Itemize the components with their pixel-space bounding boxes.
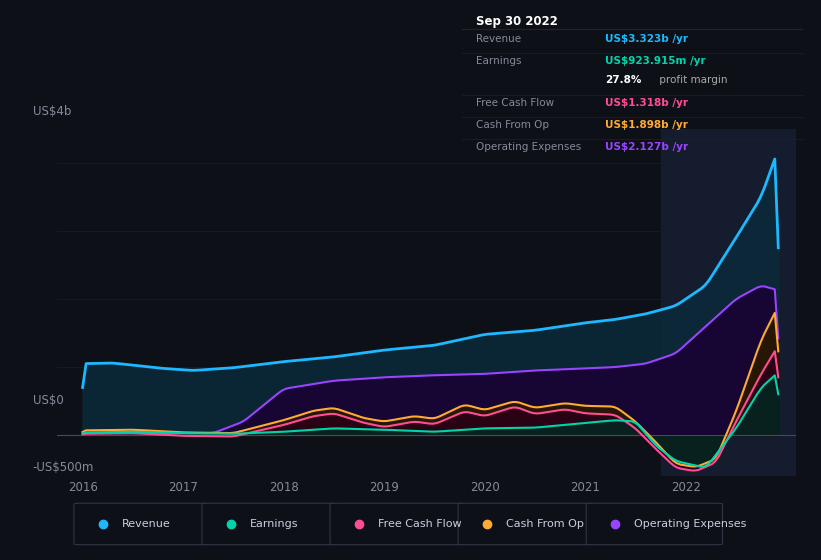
FancyBboxPatch shape bbox=[202, 503, 338, 545]
Text: US$0: US$0 bbox=[33, 394, 63, 407]
Text: Earnings: Earnings bbox=[476, 57, 521, 66]
Text: US$923.915m /yr: US$923.915m /yr bbox=[605, 57, 706, 66]
FancyBboxPatch shape bbox=[586, 503, 722, 545]
Text: US$2.127b /yr: US$2.127b /yr bbox=[605, 142, 689, 152]
FancyBboxPatch shape bbox=[458, 503, 594, 545]
Text: Sep 30 2022: Sep 30 2022 bbox=[476, 15, 557, 28]
Text: Revenue: Revenue bbox=[122, 519, 170, 529]
Text: Revenue: Revenue bbox=[476, 34, 521, 44]
Text: Earnings: Earnings bbox=[250, 519, 298, 529]
Text: Free Cash Flow: Free Cash Flow bbox=[476, 98, 554, 108]
Text: Cash From Op: Cash From Op bbox=[506, 519, 584, 529]
Text: 27.8%: 27.8% bbox=[605, 76, 642, 86]
Text: US$1.318b /yr: US$1.318b /yr bbox=[605, 98, 688, 108]
Text: Operating Expenses: Operating Expenses bbox=[634, 519, 746, 529]
FancyBboxPatch shape bbox=[330, 503, 466, 545]
Text: US$1.898b /yr: US$1.898b /yr bbox=[605, 120, 688, 130]
FancyBboxPatch shape bbox=[74, 503, 210, 545]
Text: Free Cash Flow: Free Cash Flow bbox=[378, 519, 461, 529]
Text: profit margin: profit margin bbox=[657, 76, 728, 86]
Text: Cash From Op: Cash From Op bbox=[476, 120, 549, 130]
Bar bbox=[661, 129, 796, 476]
Text: US$3.323b /yr: US$3.323b /yr bbox=[605, 34, 688, 44]
Text: US$4b: US$4b bbox=[33, 105, 71, 118]
Text: -US$500m: -US$500m bbox=[33, 461, 94, 474]
Text: Operating Expenses: Operating Expenses bbox=[476, 142, 581, 152]
